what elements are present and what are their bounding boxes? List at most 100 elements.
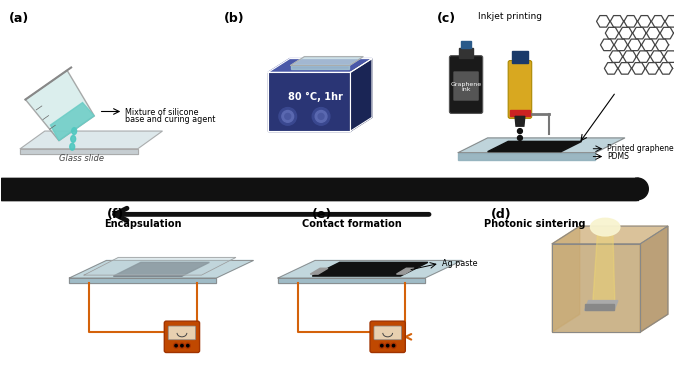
Polygon shape [510, 109, 530, 116]
Polygon shape [660, 28, 673, 39]
Circle shape [179, 343, 184, 348]
Text: (d): (d) [491, 207, 511, 221]
Circle shape [174, 343, 179, 348]
Polygon shape [268, 59, 372, 72]
Polygon shape [651, 15, 665, 27]
Text: Glass slide: Glass slide [58, 154, 104, 163]
Polygon shape [350, 59, 372, 131]
FancyBboxPatch shape [449, 56, 483, 113]
Polygon shape [638, 15, 651, 27]
Ellipse shape [71, 135, 76, 142]
Circle shape [392, 345, 395, 347]
Text: (b): (b) [224, 11, 245, 25]
FancyBboxPatch shape [374, 326, 401, 340]
Polygon shape [515, 116, 525, 126]
Polygon shape [458, 138, 624, 153]
Ellipse shape [315, 110, 327, 122]
Circle shape [181, 345, 183, 347]
Text: Photonic sintering: Photonic sintering [484, 219, 585, 229]
Polygon shape [69, 261, 254, 278]
Polygon shape [552, 226, 580, 332]
Polygon shape [278, 278, 425, 283]
Polygon shape [624, 15, 638, 27]
Polygon shape [635, 178, 646, 200]
Polygon shape [313, 262, 428, 276]
Polygon shape [605, 63, 618, 74]
Text: 80 °C, 1hr: 80 °C, 1hr [288, 92, 343, 102]
Polygon shape [50, 102, 94, 141]
Polygon shape [623, 51, 636, 62]
Polygon shape [311, 268, 328, 274]
Circle shape [175, 345, 177, 347]
Circle shape [517, 135, 522, 141]
Polygon shape [600, 39, 613, 51]
Polygon shape [69, 278, 216, 283]
Ellipse shape [591, 218, 620, 236]
Polygon shape [25, 70, 94, 141]
Ellipse shape [285, 113, 291, 119]
Polygon shape [646, 63, 659, 74]
Text: Printed graphene: Printed graphene [607, 144, 674, 153]
FancyBboxPatch shape [370, 321, 405, 352]
Polygon shape [632, 63, 645, 74]
FancyBboxPatch shape [168, 326, 196, 340]
Polygon shape [619, 28, 632, 39]
Polygon shape [614, 39, 627, 51]
Polygon shape [605, 28, 619, 39]
FancyBboxPatch shape [164, 321, 200, 352]
Text: base and curing agent: base and curing agent [125, 115, 216, 124]
Polygon shape [628, 39, 641, 51]
Text: Contact formation: Contact formation [302, 219, 401, 229]
Ellipse shape [318, 113, 324, 119]
Text: Inkjet printing: Inkjet printing [478, 11, 542, 21]
Circle shape [187, 345, 189, 347]
Circle shape [379, 343, 384, 348]
Polygon shape [396, 268, 414, 274]
Polygon shape [278, 261, 462, 278]
Polygon shape [84, 258, 236, 275]
Circle shape [185, 343, 190, 348]
Polygon shape [459, 48, 473, 58]
Polygon shape [291, 57, 363, 65]
Ellipse shape [279, 108, 297, 125]
Polygon shape [21, 131, 162, 149]
Text: PDMS: PDMS [607, 152, 629, 161]
Polygon shape [637, 51, 650, 62]
Ellipse shape [313, 108, 330, 125]
FancyBboxPatch shape [508, 61, 532, 118]
Polygon shape [585, 301, 618, 310]
Polygon shape [552, 226, 668, 244]
Polygon shape [512, 51, 528, 62]
Polygon shape [113, 262, 210, 276]
Polygon shape [458, 153, 596, 160]
Circle shape [387, 345, 389, 347]
Polygon shape [592, 235, 615, 308]
Text: Mixture of silicone: Mixture of silicone [125, 108, 199, 117]
Polygon shape [646, 28, 660, 39]
Polygon shape [633, 28, 646, 39]
Ellipse shape [71, 128, 77, 135]
Polygon shape [609, 51, 622, 62]
Text: Graphene
ink: Graphene ink [451, 81, 482, 92]
Ellipse shape [70, 143, 75, 150]
Polygon shape [660, 63, 673, 74]
Text: (c): (c) [437, 11, 455, 25]
Polygon shape [640, 226, 668, 332]
Polygon shape [665, 15, 679, 27]
Circle shape [391, 343, 396, 348]
Polygon shape [651, 51, 664, 62]
Text: Ag paste: Ag paste [442, 259, 477, 268]
Ellipse shape [282, 110, 293, 122]
Polygon shape [642, 39, 655, 51]
Text: (a): (a) [8, 11, 29, 25]
Circle shape [385, 343, 390, 348]
Polygon shape [618, 63, 631, 74]
Polygon shape [461, 41, 471, 48]
Polygon shape [655, 39, 668, 51]
Polygon shape [585, 305, 614, 310]
Polygon shape [596, 15, 610, 27]
Circle shape [517, 142, 522, 147]
FancyBboxPatch shape [453, 71, 479, 101]
Polygon shape [638, 178, 649, 200]
Polygon shape [552, 244, 640, 332]
